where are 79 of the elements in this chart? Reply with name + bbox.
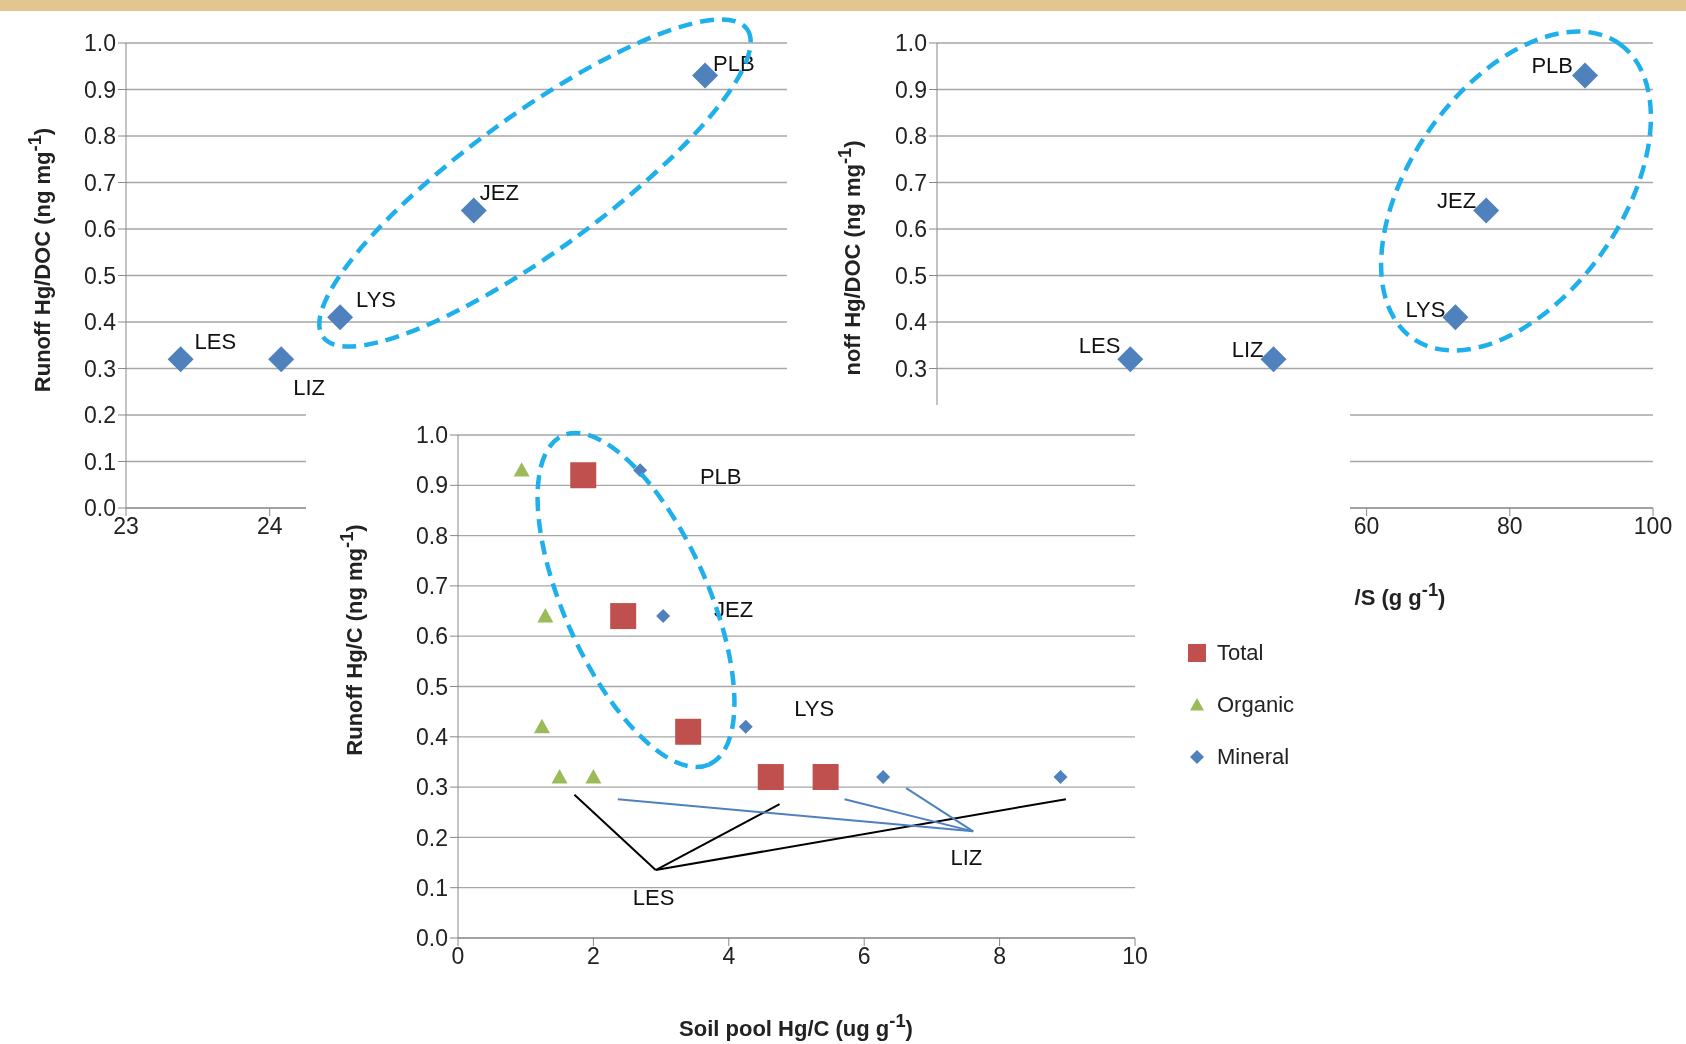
point: [327, 304, 354, 331]
y-tick-label: 0.3: [84, 355, 116, 382]
annotation: LES: [632, 884, 675, 910]
annotation: LIZ: [1231, 337, 1264, 363]
y-tick-label: 0.1: [416, 874, 448, 901]
annotation: PLB: [699, 464, 742, 490]
annotation: PLB: [1531, 53, 1573, 79]
legend-label: Mineral: [1217, 743, 1290, 770]
point: [570, 462, 597, 489]
y-tick-label: 0.3: [895, 355, 927, 382]
point: [513, 462, 530, 477]
y-tick-label: 0.7: [895, 169, 927, 196]
point: [533, 718, 550, 734]
x-tick-label: 80: [1497, 513, 1523, 540]
point: [1053, 770, 1068, 785]
y-tick-label: 0.9: [416, 472, 448, 499]
y-tick-label: 0.4: [895, 309, 928, 336]
y-tick-label: 0.8: [895, 123, 927, 150]
y-tick-label: 0.9: [84, 76, 116, 103]
y-tick-label: 1.0: [416, 422, 448, 449]
x-tick-label: 4: [722, 943, 736, 970]
y-tick-label: 0.6: [84, 216, 116, 243]
point: [757, 764, 784, 791]
x-tick-label: 24: [256, 513, 283, 540]
point: [738, 719, 753, 734]
point: [610, 603, 637, 630]
y-tick-label: 0.2: [84, 402, 116, 429]
x-tick-label: 60: [1353, 513, 1380, 540]
y-tick-label: 0.0: [416, 925, 448, 952]
y-tick-label: 0.6: [416, 623, 448, 650]
point: [812, 764, 839, 791]
x-tick-label: 100: [1633, 513, 1673, 540]
y-tick-label: 0.7: [416, 573, 448, 600]
y-tick-label: 0.0: [84, 495, 116, 522]
y-tick-label: 0.5: [416, 673, 448, 700]
y-tick-label: 0.4: [416, 723, 449, 750]
annotation: JEZ: [1437, 188, 1477, 214]
y-tick-label: 0.6: [895, 216, 927, 243]
legend-label: Organic: [1217, 691, 1295, 718]
point: [656, 609, 671, 624]
point: [585, 769, 602, 784]
point: [268, 346, 295, 373]
x-tick-label: 8: [993, 943, 1006, 970]
annotation: JEZ: [479, 180, 519, 206]
y-tick-label: 0.3: [416, 774, 448, 801]
y-tick-label: 1.0: [895, 30, 927, 57]
point: [1571, 62, 1598, 89]
x-tick-label: 23: [113, 513, 139, 540]
y-tick-label: 0.8: [416, 522, 448, 549]
y-tick-label: 0.9: [895, 76, 927, 103]
annotation: LYS: [356, 287, 397, 313]
y-tick-label: 0.1: [84, 448, 116, 475]
point: [167, 346, 194, 373]
x-tick-label: 6: [857, 943, 871, 970]
point: [537, 608, 554, 623]
y-tick-label: 0.4: [84, 309, 117, 336]
annotation: LIZ: [293, 375, 325, 401]
x-tick-label: 2: [587, 943, 600, 970]
y-tick-label: 1.0: [84, 30, 116, 57]
y-tick-label: 0.5: [84, 262, 116, 289]
annotation: LIZ: [950, 845, 983, 871]
x-axis-title: Soil pool Hg/C (ug g$^{-1}$): [679, 1010, 913, 1042]
point: [876, 770, 891, 785]
y-tick-label: 0.7: [84, 169, 116, 196]
y-tick-label: 0.8: [84, 123, 116, 150]
point: [633, 463, 648, 478]
point: [675, 718, 702, 745]
y-tick-label: 0.2: [416, 824, 448, 851]
annotation: JEZ: [713, 596, 754, 622]
annotation: LES: [1078, 333, 1121, 359]
annotation: LYS: [794, 695, 835, 721]
x-tick-label: 10: [1122, 943, 1148, 970]
x-axis-title: /S (g g$^{-1}$): [1354, 579, 1446, 611]
annotation: LYS: [1405, 297, 1446, 323]
y-tick-label: 0.5: [895, 262, 927, 289]
point: [551, 769, 568, 784]
annotation: LES: [194, 329, 237, 355]
legend-label: Total: [1217, 639, 1264, 666]
x-tick-label: 0: [451, 943, 465, 970]
